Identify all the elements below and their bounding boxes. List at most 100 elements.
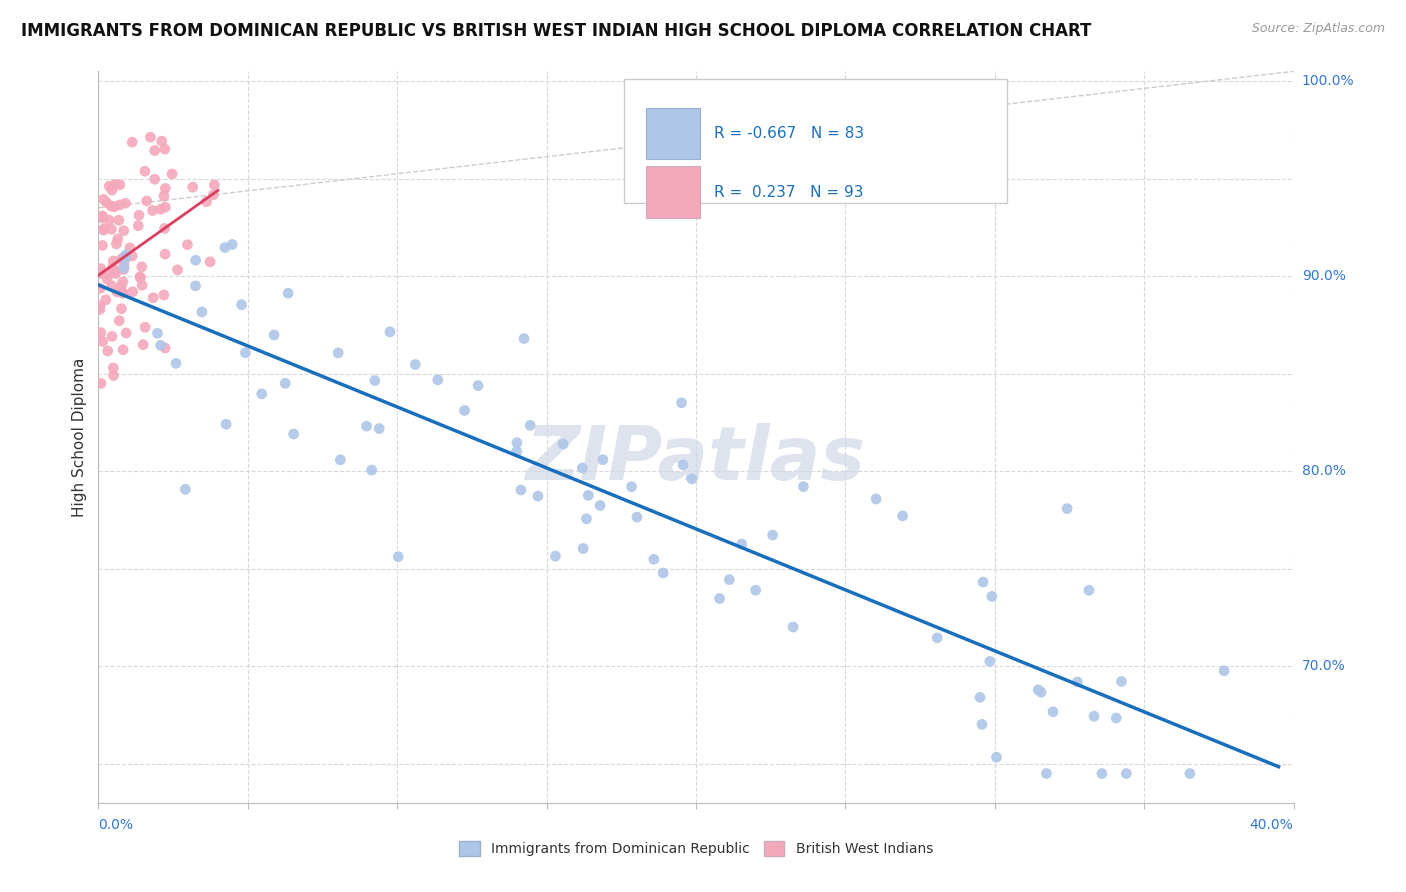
Point bbox=[1115, 766, 1137, 780]
Point bbox=[91, 209, 114, 223]
Point bbox=[202, 178, 225, 192]
Point bbox=[94, 293, 117, 307]
Point bbox=[101, 329, 124, 343]
Point bbox=[544, 549, 567, 564]
Point bbox=[110, 278, 132, 293]
Point bbox=[202, 187, 225, 202]
Point bbox=[90, 326, 112, 340]
Point bbox=[96, 268, 118, 282]
Point bbox=[146, 326, 169, 341]
Point bbox=[980, 590, 1002, 604]
Point bbox=[263, 327, 285, 342]
Point bbox=[121, 135, 143, 149]
Point bbox=[108, 314, 131, 328]
Point bbox=[89, 299, 111, 313]
Point bbox=[103, 200, 125, 214]
Point bbox=[160, 167, 183, 181]
Point bbox=[506, 435, 529, 450]
Point bbox=[1026, 682, 1049, 697]
Point bbox=[96, 195, 118, 210]
Point bbox=[121, 249, 143, 263]
Point bbox=[155, 181, 177, 195]
Bar bbox=[645, 108, 700, 159]
Point bbox=[142, 291, 165, 305]
Point bbox=[90, 261, 112, 276]
Point bbox=[89, 281, 111, 295]
Point bbox=[107, 232, 129, 246]
Point bbox=[576, 488, 599, 502]
Text: ZIPatlas: ZIPatlas bbox=[526, 423, 866, 496]
Point bbox=[404, 358, 426, 372]
Point bbox=[93, 221, 115, 235]
Bar bbox=[624, 78, 1007, 203]
Point bbox=[1083, 709, 1105, 723]
Point bbox=[153, 189, 176, 203]
Text: Source: ZipAtlas.com: Source: ZipAtlas.com bbox=[1251, 22, 1385, 36]
Point bbox=[744, 583, 766, 598]
Point bbox=[191, 305, 214, 319]
Point bbox=[927, 631, 949, 645]
Y-axis label: High School Diploma: High School Diploma bbox=[72, 358, 87, 516]
Point bbox=[91, 334, 114, 349]
Text: R =  0.237   N = 93: R = 0.237 N = 93 bbox=[714, 185, 863, 200]
Point bbox=[143, 172, 166, 186]
Point bbox=[155, 200, 177, 214]
Point bbox=[139, 130, 162, 145]
Point bbox=[467, 378, 489, 392]
Point bbox=[111, 286, 134, 301]
Point bbox=[181, 180, 204, 194]
Point bbox=[112, 257, 135, 271]
Point bbox=[96, 272, 118, 286]
Point bbox=[104, 178, 127, 192]
Point bbox=[572, 541, 595, 556]
Point bbox=[986, 750, 1008, 764]
Point bbox=[103, 254, 125, 268]
Point bbox=[127, 219, 149, 233]
Point bbox=[671, 396, 693, 410]
Point bbox=[132, 337, 155, 351]
Point bbox=[571, 461, 593, 475]
Point bbox=[108, 198, 131, 212]
Point bbox=[135, 194, 157, 208]
Point bbox=[356, 419, 378, 434]
Point bbox=[1042, 705, 1064, 719]
Point bbox=[731, 537, 754, 551]
Point bbox=[98, 213, 121, 227]
Point bbox=[174, 483, 197, 497]
Point bbox=[97, 343, 120, 358]
Point bbox=[972, 574, 994, 589]
Point bbox=[718, 573, 741, 587]
Point bbox=[104, 267, 127, 281]
Point bbox=[115, 326, 138, 340]
Point bbox=[709, 591, 731, 606]
Point bbox=[426, 373, 449, 387]
Point bbox=[553, 437, 575, 451]
Point bbox=[105, 285, 128, 299]
Point bbox=[453, 403, 475, 417]
Point bbox=[150, 134, 173, 148]
Point bbox=[368, 421, 391, 435]
Point bbox=[1105, 711, 1128, 725]
Point bbox=[519, 418, 541, 433]
Point bbox=[112, 224, 135, 238]
Point bbox=[101, 261, 124, 276]
Point bbox=[620, 480, 643, 494]
Point bbox=[90, 376, 112, 391]
Point bbox=[114, 196, 136, 211]
Point bbox=[143, 144, 166, 158]
Point bbox=[1035, 766, 1057, 780]
Point bbox=[121, 285, 143, 299]
Point bbox=[115, 248, 138, 262]
Point bbox=[153, 221, 176, 235]
Point bbox=[364, 374, 387, 388]
Point bbox=[506, 444, 529, 458]
Text: 100.0%: 100.0% bbox=[1302, 74, 1354, 88]
Point bbox=[214, 241, 236, 255]
Text: 70.0%: 70.0% bbox=[1302, 659, 1346, 673]
Point bbox=[100, 222, 122, 236]
Point bbox=[134, 320, 156, 334]
Point bbox=[184, 253, 207, 268]
Point bbox=[652, 566, 675, 580]
Point bbox=[792, 480, 814, 494]
Point bbox=[149, 202, 172, 217]
